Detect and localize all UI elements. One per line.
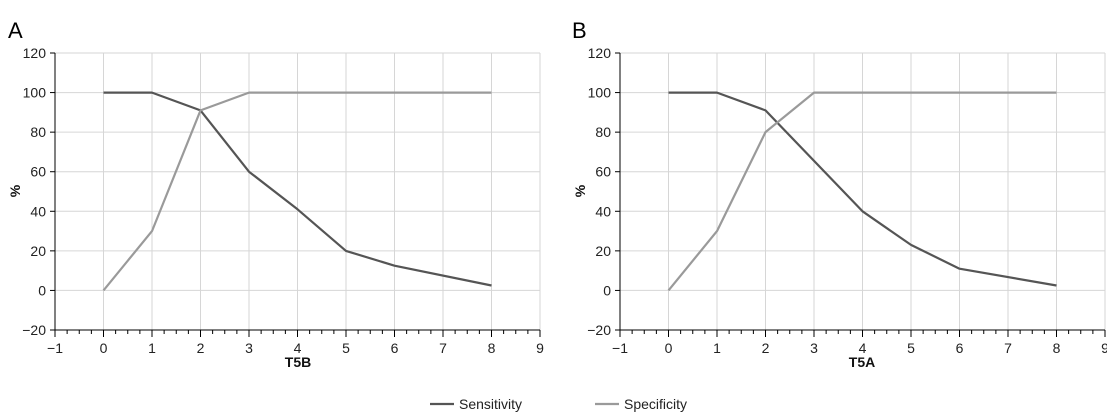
x-tick-label: 1 bbox=[713, 340, 721, 356]
y-tick-label: 40 bbox=[30, 203, 46, 219]
x-tick-label: −1 bbox=[47, 340, 63, 356]
x-axis-title: T5B bbox=[285, 354, 311, 370]
panel-letter: B bbox=[572, 18, 587, 43]
legend-label-specificity: Specificity bbox=[624, 396, 687, 412]
y-tick-label: 60 bbox=[595, 164, 611, 180]
x-tick-label: 8 bbox=[488, 340, 496, 356]
legend: Sensitivity Specificity bbox=[430, 396, 687, 412]
panel-letter: A bbox=[8, 18, 23, 43]
series-line-sensitivity bbox=[668, 91, 1057, 287]
y-tick-label: −20 bbox=[22, 322, 46, 338]
x-axis-title: T5A bbox=[849, 354, 875, 370]
x-tick-label: −1 bbox=[612, 340, 628, 356]
series-line-specificity bbox=[102, 91, 492, 292]
x-tick-label: 3 bbox=[810, 340, 818, 356]
x-tick-label: 3 bbox=[245, 340, 253, 356]
y-tick-label: 40 bbox=[595, 203, 611, 219]
x-tick-label: 5 bbox=[342, 340, 350, 356]
x-tick-label: 6 bbox=[956, 340, 964, 356]
y-tick-label: 0 bbox=[603, 282, 611, 298]
y-tick-label: 80 bbox=[595, 124, 611, 140]
x-tick-label: 0 bbox=[100, 340, 108, 356]
chart-panel-b: B −20 0 20 40 60 80 100 120 −1 0 1 2 3 4 5 6 7 8 9 T5A% bbox=[572, 18, 1107, 370]
x-tick-label: 9 bbox=[1101, 340, 1107, 356]
x-tick-label: 1 bbox=[148, 340, 156, 356]
y-tick-label: 0 bbox=[38, 282, 46, 298]
x-tick-label: 5 bbox=[907, 340, 915, 356]
y-tick-label: 120 bbox=[23, 45, 47, 61]
y-tick-label: 60 bbox=[30, 164, 46, 180]
x-tick-label: 7 bbox=[439, 340, 447, 356]
x-tick-label: 4 bbox=[294, 340, 302, 356]
series-line-specificity bbox=[667, 91, 1057, 292]
y-tick-label: −20 bbox=[587, 322, 611, 338]
x-tick-label: 8 bbox=[1053, 340, 1061, 356]
x-tick-label: 6 bbox=[391, 340, 399, 356]
y-tick-label: 100 bbox=[23, 85, 47, 101]
y-axis-title: % bbox=[572, 184, 588, 197]
y-axis-title: % bbox=[7, 184, 23, 197]
x-tick-label: 4 bbox=[859, 340, 867, 356]
x-tick-label: 7 bbox=[1004, 340, 1012, 356]
legend-label-sensitivity: Sensitivity bbox=[459, 396, 522, 412]
x-tick-label: 0 bbox=[665, 340, 673, 356]
series-line-sensitivity bbox=[103, 91, 492, 287]
x-tick-label: 9 bbox=[536, 340, 544, 356]
y-tick-label: 20 bbox=[30, 243, 46, 259]
chart-panel-a: A −20 0 20 40 60 80 100 120 −1 0 1 2 3 4 5 6 7 8 9 T5B% bbox=[7, 18, 544, 370]
x-tick-label: 2 bbox=[197, 340, 205, 356]
y-tick-label: 100 bbox=[588, 85, 612, 101]
x-tick-label: 2 bbox=[762, 340, 770, 356]
y-tick-label: 80 bbox=[30, 124, 46, 140]
y-tick-label: 20 bbox=[595, 243, 611, 259]
y-tick-label: 120 bbox=[588, 45, 612, 61]
